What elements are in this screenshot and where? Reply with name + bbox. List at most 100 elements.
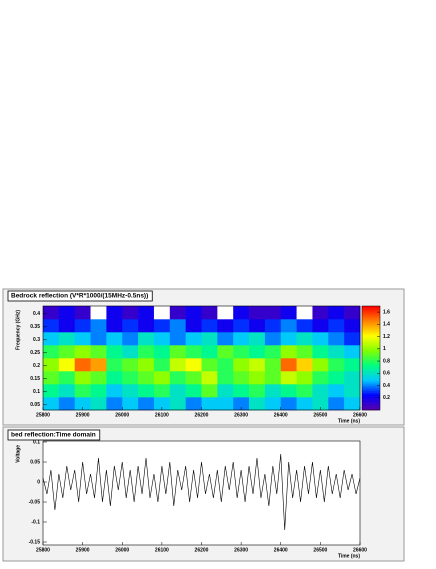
x-tick-label: 26200 xyxy=(195,547,209,553)
color-bar-step xyxy=(362,351,380,354)
heat-cell xyxy=(217,332,234,346)
color-bar-step xyxy=(362,345,380,348)
heat-cell xyxy=(296,332,313,346)
heat-cell xyxy=(312,345,329,359)
heat-cell xyxy=(58,332,75,346)
heat-cell xyxy=(280,332,297,346)
color-bar-step xyxy=(362,314,380,317)
waveform xyxy=(42,453,361,531)
heat-cell xyxy=(312,332,329,346)
heat-cell xyxy=(43,345,60,359)
heat-cell xyxy=(249,332,266,346)
color-bar-step xyxy=(362,307,380,310)
color-bar-step xyxy=(362,311,380,314)
color-bar-step xyxy=(362,366,380,369)
y-axis-label: Voltage xyxy=(15,445,21,463)
heat-cell xyxy=(264,345,282,359)
heat-cell xyxy=(90,371,107,385)
x-tick-label: 25900 xyxy=(76,412,90,418)
heat-cell xyxy=(74,319,91,333)
y-axis-label: Frequency (GHz) xyxy=(15,310,21,350)
heat-cell xyxy=(233,319,250,333)
heat-cell xyxy=(328,384,345,398)
color-bar-step xyxy=(362,375,380,378)
y-tick-label: 0 xyxy=(37,479,40,485)
y-tick-label: 0.3 xyxy=(33,337,40,343)
color-bar-step xyxy=(362,361,380,364)
heat-cell xyxy=(217,384,234,398)
heat-cell xyxy=(328,371,345,385)
color-bar-step xyxy=(362,340,380,343)
color-bar-step xyxy=(362,378,380,381)
heat-cell xyxy=(74,332,91,346)
color-bar-step xyxy=(362,316,380,319)
x-tick-label: 25900 xyxy=(76,547,90,553)
heat-cell xyxy=(201,345,218,359)
x-tick-label: 25800 xyxy=(36,412,50,418)
heat-cell xyxy=(201,371,218,385)
heat-cell xyxy=(106,345,123,359)
color-bar-step xyxy=(362,312,380,315)
heat-cell xyxy=(344,358,361,372)
heat-cell xyxy=(153,306,171,320)
color-bar-step xyxy=(362,333,380,336)
x-tick-label: 26100 xyxy=(155,547,169,553)
color-bar-step xyxy=(362,335,380,338)
x-tick-label: 26400 xyxy=(274,547,288,553)
color-bar-step xyxy=(362,380,380,383)
heat-cell xyxy=(280,397,297,411)
color-bar-step xyxy=(362,394,380,397)
x-tick-label: 26200 xyxy=(195,412,209,418)
color-bar-step xyxy=(362,408,380,411)
heat-cell xyxy=(90,397,107,411)
heat-cell xyxy=(106,384,123,398)
heat-cell xyxy=(74,358,91,372)
color-bar-step xyxy=(362,368,380,371)
heat-cell xyxy=(201,397,218,411)
heat-cell xyxy=(58,397,75,411)
heat-cell xyxy=(90,384,107,398)
color-bar-step xyxy=(362,403,380,406)
color-bar-step xyxy=(362,325,380,328)
color-bar-step xyxy=(362,318,380,321)
heat-cell xyxy=(169,306,186,320)
heat-cell xyxy=(122,384,139,398)
color-bar-step xyxy=(362,354,380,357)
color-bar-label: 0.4 xyxy=(383,383,390,389)
heat-cell xyxy=(233,384,250,398)
color-bar-step xyxy=(362,389,380,392)
heat-cell xyxy=(217,345,234,359)
heat-cell xyxy=(264,319,282,333)
heat-cell xyxy=(185,345,202,359)
heat-cell xyxy=(122,397,139,411)
color-bar-step xyxy=(362,370,380,373)
heat-cell xyxy=(328,345,345,359)
heat-cell xyxy=(264,384,282,398)
heat-cell xyxy=(185,332,202,346)
color-bar-label: 0.6 xyxy=(383,371,390,377)
color-bar-label: 1.2 xyxy=(383,334,390,340)
heat-cell xyxy=(296,371,313,385)
heat-cell xyxy=(74,384,91,398)
heat-cell xyxy=(233,332,250,346)
heat-cell xyxy=(122,332,139,346)
heat-cell xyxy=(344,332,361,346)
color-bar-step xyxy=(362,352,380,355)
heat-cell xyxy=(106,397,123,411)
heat-cell xyxy=(122,319,139,333)
color-bar-step xyxy=(362,363,380,366)
y-tick-label: 0.35 xyxy=(30,324,40,330)
heat-cell xyxy=(169,319,186,333)
heat-cell xyxy=(185,371,202,385)
heat-cell xyxy=(328,358,345,372)
heat-cell xyxy=(58,384,75,398)
heat-cell xyxy=(43,358,60,372)
heat-cell xyxy=(90,306,107,320)
heat-cell xyxy=(185,306,202,320)
x-tick-label: 26000 xyxy=(115,547,129,553)
heat-cell xyxy=(344,306,361,320)
x-tick-label: 26600 xyxy=(353,412,367,418)
y-tick-label: 0.4 xyxy=(33,311,40,317)
x-tick-label: 26600 xyxy=(353,547,367,553)
